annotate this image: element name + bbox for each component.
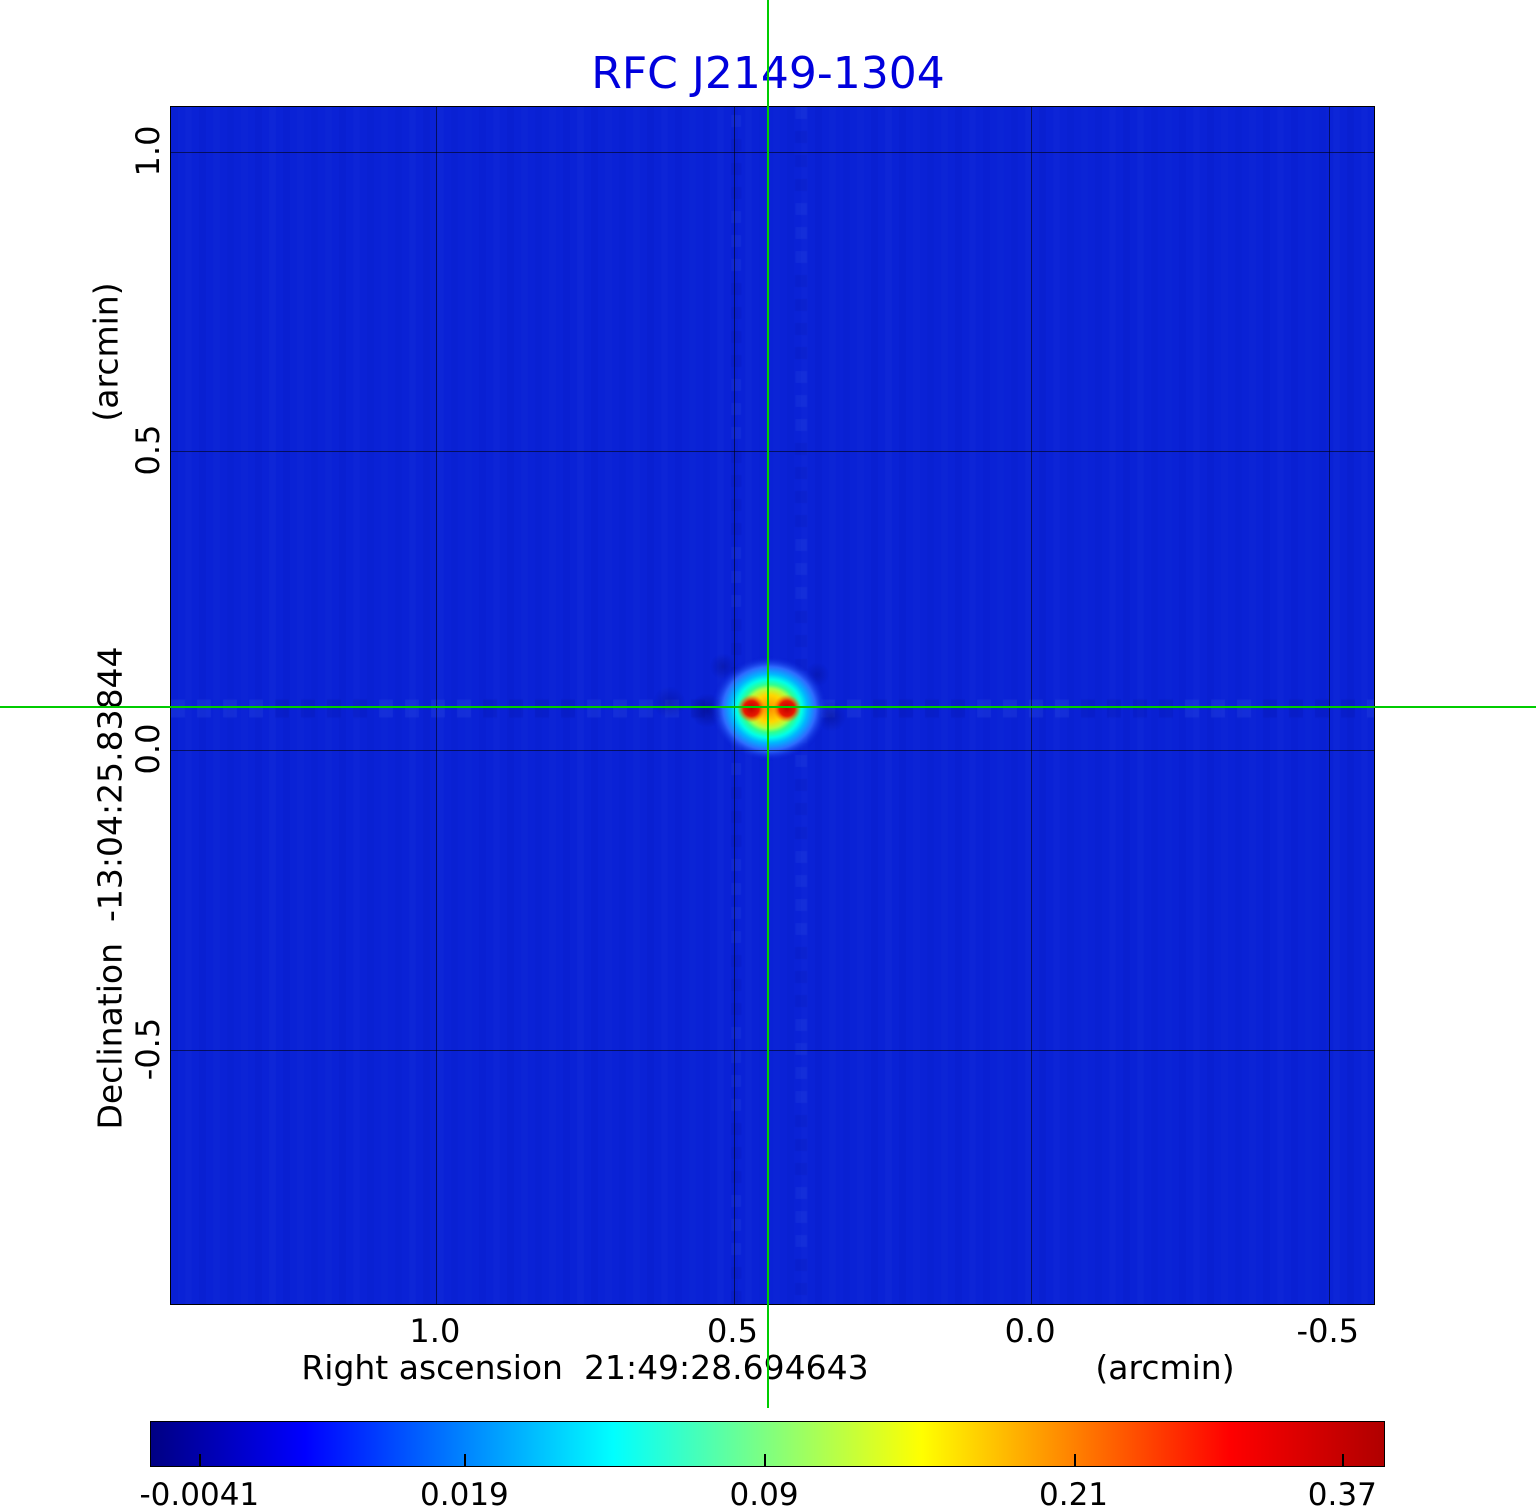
gridline-horizontal (171, 151, 1374, 153)
y-axis-unit-label: (arcmin) (86, 282, 126, 422)
gridline-horizontal (171, 451, 1374, 453)
intensity-map (171, 107, 1374, 1304)
gridline-horizontal (171, 750, 1374, 752)
gridline-vertical (1031, 107, 1033, 1304)
gridline-vertical (733, 107, 735, 1304)
y-tick-label: 1.0 (129, 125, 167, 177)
crosshair-vertical-line (767, 0, 770, 1408)
gridline-horizontal (171, 1049, 1374, 1051)
gridline-vertical (435, 107, 437, 1304)
y-tick-label: 0.0 (129, 723, 167, 775)
x-tick-label: -0.5 (1296, 1312, 1359, 1350)
colorbar-tick-label: 0.09 (729, 1477, 799, 1511)
colorbar-tick (764, 1454, 767, 1466)
y-axis-label: Declination -13:04:25.83844 (90, 646, 130, 1130)
colorbar-tick (199, 1454, 202, 1466)
colorbar-tick (464, 1454, 467, 1466)
colorbar-tick (1342, 1454, 1345, 1466)
gridline-vertical (1328, 107, 1330, 1304)
x-tick-label: 0.5 (707, 1312, 758, 1350)
x-axis-unit-label: (arcmin) (1095, 1348, 1235, 1387)
colorbar (150, 1421, 1385, 1467)
y-tick-label: -0.5 (129, 1017, 167, 1080)
x-axis-label: Right ascension 21:49:28.694643 (301, 1348, 869, 1387)
crosshair-horizontal-line (0, 706, 1536, 709)
y-tick-label: 0.5 (129, 424, 167, 476)
colorbar-tick-label: 0.019 (420, 1477, 509, 1511)
colorbar-tick-label: 0.21 (1039, 1477, 1109, 1511)
colorbar-tick-label: -0.0041 (139, 1477, 260, 1511)
sky-map-plot (170, 106, 1375, 1305)
x-tick-label: 0.0 (1004, 1312, 1056, 1350)
colorbar-tick-label: 0.37 (1307, 1477, 1377, 1511)
x-tick-label: 1.0 (409, 1312, 461, 1350)
colorbar-tick (1073, 1454, 1076, 1466)
